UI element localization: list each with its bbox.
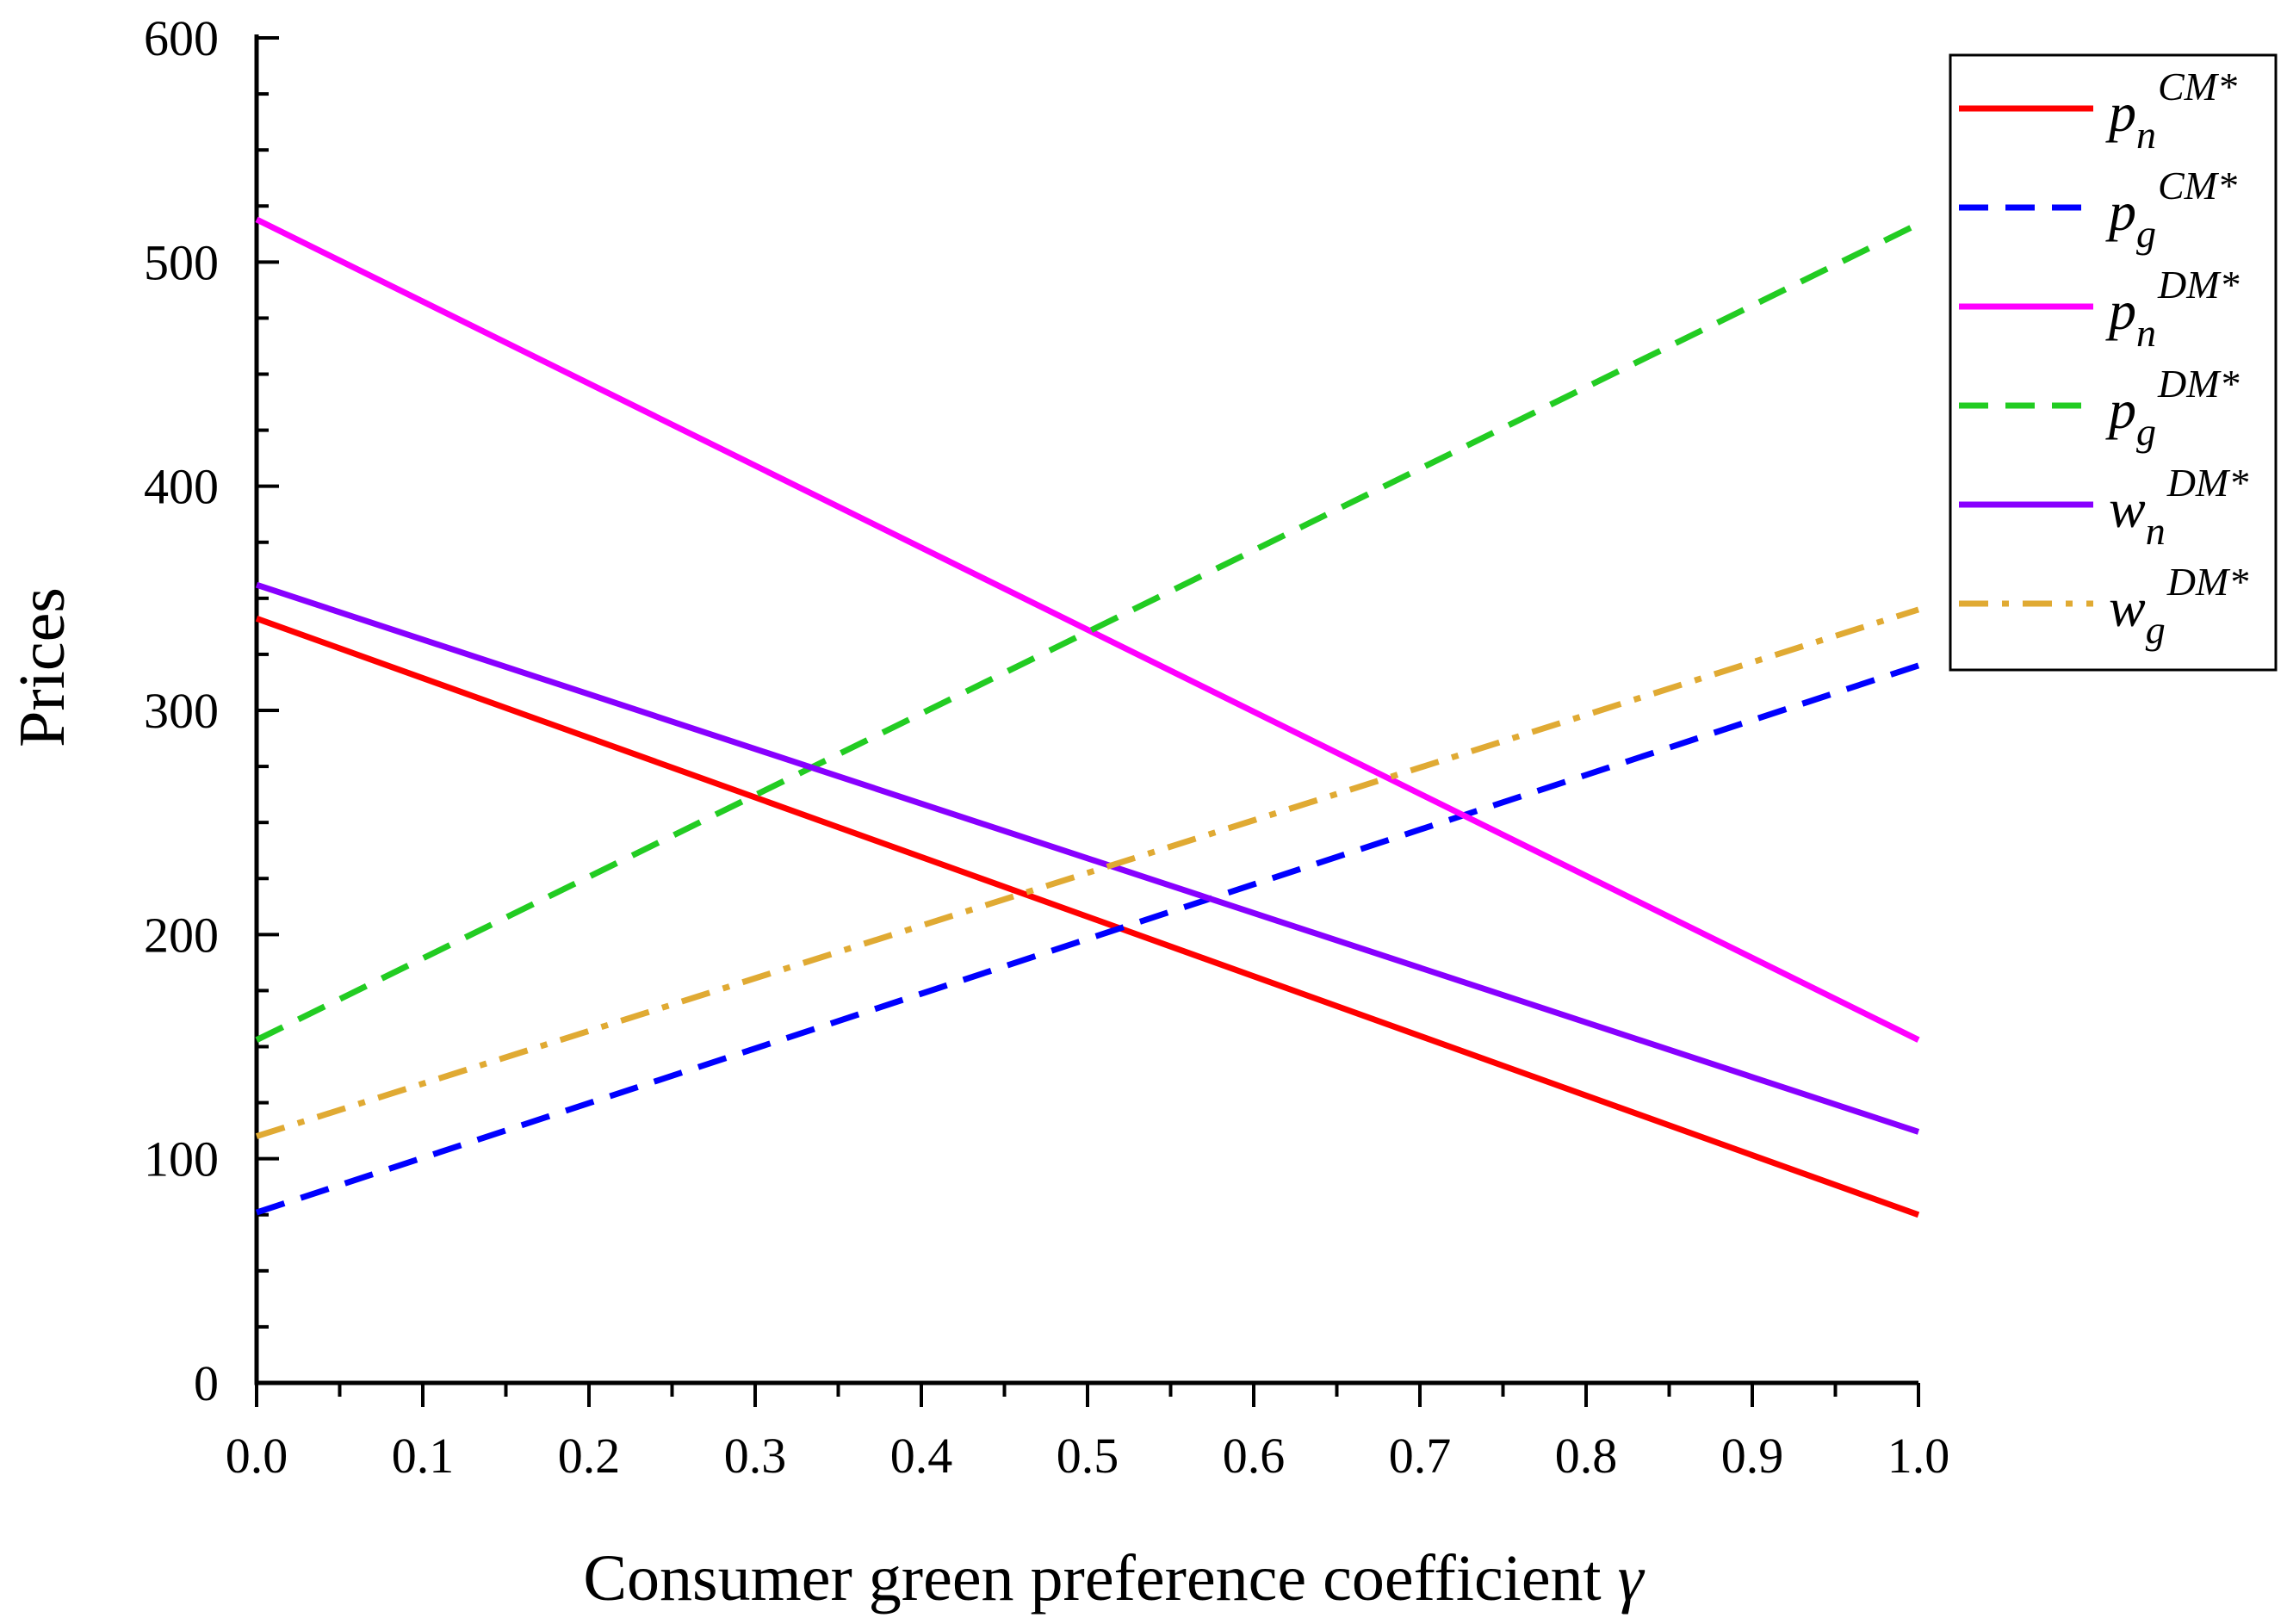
x-tick-label: 0.3 bbox=[724, 1428, 787, 1484]
legend-superscript: CM* bbox=[2158, 164, 2237, 208]
legend-label-3: pnDM* bbox=[2105, 263, 2240, 355]
x-tick-label: 1.0 bbox=[1887, 1428, 1950, 1484]
y-tick-label: 400 bbox=[144, 459, 219, 515]
legend-symbol: p bbox=[2105, 379, 2136, 440]
x-tick-label: 0.9 bbox=[1721, 1428, 1784, 1484]
legend-subscript: n bbox=[2146, 509, 2166, 553]
x-axis-title-symbol: γ bbox=[1618, 1542, 1646, 1615]
legend-label-2: pgCM* bbox=[2105, 164, 2237, 256]
series-line-6 bbox=[255, 606, 1920, 1139]
legend-box bbox=[1949, 53, 2278, 672]
x-tick-label: 0.5 bbox=[1057, 1428, 1119, 1484]
legend-symbol: w bbox=[2109, 577, 2146, 638]
x-tick-label: 0.7 bbox=[1389, 1428, 1452, 1484]
legend-subscript: g bbox=[2146, 608, 2166, 652]
series-lines bbox=[255, 216, 1920, 1218]
y-tick-label: 300 bbox=[144, 683, 219, 739]
legend-superscript: DM* bbox=[2166, 560, 2249, 604]
legend-superscript: DM* bbox=[2157, 263, 2240, 307]
legend-label-5: wnDM* bbox=[2109, 461, 2248, 553]
legend: pnCM*pgCM*pnDM*pgDM*wnDM*wgDM* bbox=[1949, 53, 2278, 672]
legend-subscript: n bbox=[2136, 113, 2156, 157]
legend-symbol: p bbox=[2105, 280, 2136, 341]
legend-subscript: n bbox=[2136, 311, 2156, 355]
y-axis-title: Prices bbox=[6, 587, 78, 747]
x-tick-label: 0.2 bbox=[558, 1428, 621, 1484]
y-tick-label: 100 bbox=[144, 1131, 219, 1187]
y-tick-label: 200 bbox=[144, 907, 219, 963]
legend-label-6: wgDM* bbox=[2109, 560, 2248, 652]
axes: 0.0 0.1 0.2 0.3 0.4 0.5 0.6 0.7 0.8 0.9 1.0 0 100 200… bbox=[144, 10, 1949, 1484]
series-line-4 bbox=[255, 220, 1920, 1043]
legend-symbol: p bbox=[2105, 181, 2136, 242]
y-tick-label: 500 bbox=[144, 234, 219, 290]
y-tick-label: 600 bbox=[144, 10, 219, 66]
series-line-3 bbox=[255, 216, 1920, 1043]
y-tick-label: 0 bbox=[194, 1355, 219, 1411]
legend-superscript: DM* bbox=[2157, 362, 2240, 406]
legend-subscript: g bbox=[2136, 212, 2156, 256]
legend-label-4: pgDM* bbox=[2105, 362, 2240, 454]
legend-subscript: g bbox=[2136, 410, 2156, 454]
legend-symbol: w bbox=[2109, 478, 2146, 539]
series-line-5 bbox=[255, 581, 1920, 1135]
legend-symbol: p bbox=[2105, 82, 2136, 143]
x-tick-label: 0.4 bbox=[890, 1428, 953, 1484]
x-tick-label: 0.1 bbox=[392, 1428, 455, 1484]
legend-label-1: pnCM* bbox=[2105, 65, 2237, 157]
x-axis-title: Consumer green preference coefficient γ bbox=[583, 1542, 1645, 1615]
series-line-2 bbox=[255, 662, 1920, 1216]
x-axis-title-text: Consumer green preference coefficient bbox=[583, 1542, 1601, 1615]
x-tick-label: 0.6 bbox=[1223, 1428, 1286, 1484]
x-tick-label: 0.8 bbox=[1555, 1428, 1618, 1484]
series-line-1 bbox=[255, 616, 1920, 1218]
legend-superscript: CM* bbox=[2158, 65, 2237, 108]
x-tick-label: 0.0 bbox=[226, 1428, 288, 1484]
legend-superscript: DM* bbox=[2166, 461, 2249, 505]
